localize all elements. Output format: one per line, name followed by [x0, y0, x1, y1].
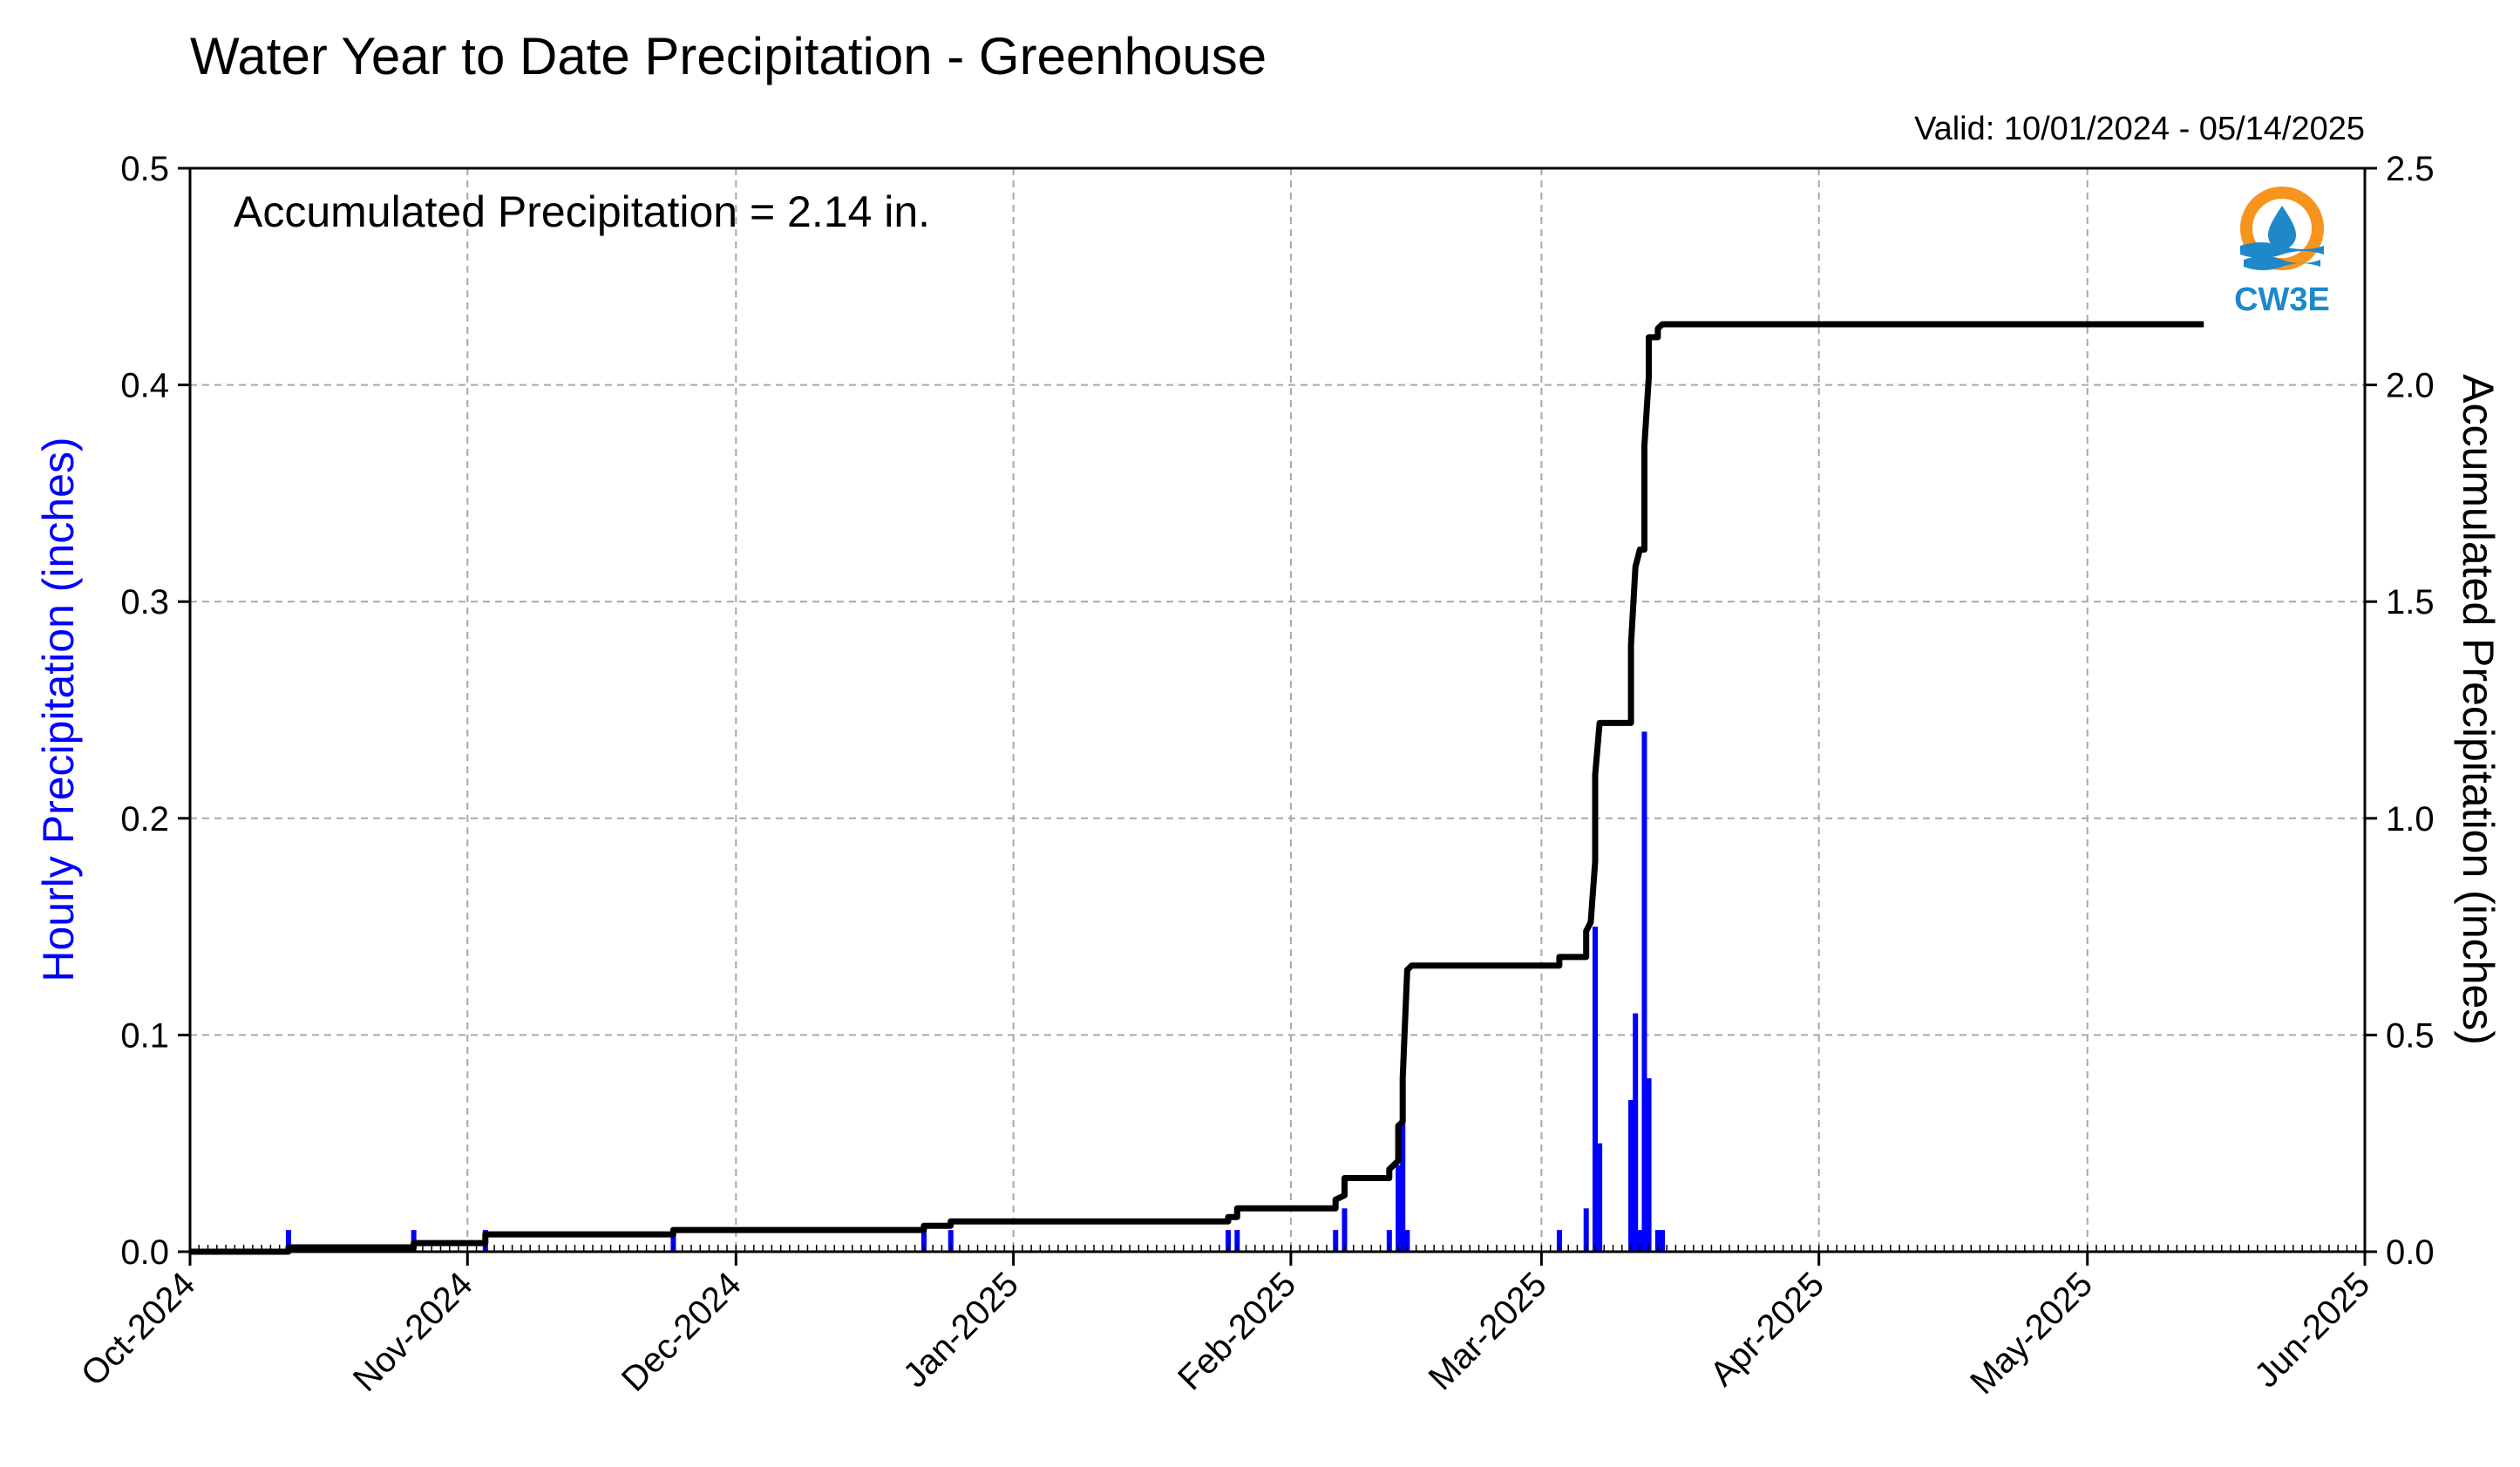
logo-drop-icon	[2268, 206, 2296, 249]
valid-date-range: Valid: 10/01/2024 - 05/14/2025	[1914, 111, 2365, 147]
logo-text: CW3E	[2234, 282, 2330, 318]
x-tick-label: Feb-2025	[1171, 1265, 1303, 1397]
hourly-bar	[1342, 1208, 1348, 1252]
y-right-tick-label: 2.0	[2386, 367, 2435, 405]
hourly-bar	[1633, 1013, 1639, 1252]
x-tick-label: Apr-2025	[1703, 1265, 1831, 1393]
axis-ticks: 0.0 0.1 0.2 0.3 0.4 0.5 0.0 0.5 1.0 1.5 2.0 2.5 Oct-…	[74, 150, 2435, 1402]
hourly-bar	[1234, 1230, 1240, 1252]
grid	[190, 168, 2365, 1252]
hourly-bar	[1646, 1078, 1652, 1252]
hourly-bar	[1597, 1143, 1603, 1252]
hourly-bar	[1400, 1121, 1406, 1252]
hourly-bar	[1660, 1230, 1666, 1252]
hourly-bar	[670, 1230, 676, 1252]
hourly-bar	[1583, 1208, 1589, 1252]
hourly-bar	[1404, 1230, 1410, 1252]
y-left-tick-label: 0.2	[120, 800, 169, 839]
y-right-tick-label: 1.5	[2386, 583, 2435, 621]
hourly-bar	[948, 1230, 954, 1252]
y-right-tick-label: 1.0	[2386, 800, 2435, 839]
y-left-tick-label: 0.3	[120, 583, 169, 621]
accumulated-line	[190, 321, 2204, 1255]
x-tick-label: Dec-2024	[615, 1265, 749, 1399]
y-right-tick-label: 0.5	[2386, 1016, 2435, 1055]
y-axis-left-label: Hourly Precipitation (inches)	[34, 437, 83, 981]
hourly-bar	[1333, 1230, 1339, 1252]
hourly-bar	[1386, 1230, 1392, 1252]
x-tick-label: Jan-2025	[896, 1265, 1026, 1395]
x-tick-label: Jun-2025	[2247, 1265, 2377, 1395]
hourly-bar	[1637, 1230, 1643, 1252]
x-tick-label: Nov-2024	[346, 1265, 480, 1399]
x-tick-label: Mar-2025	[1422, 1265, 1554, 1397]
hourly-bar	[1226, 1230, 1232, 1252]
y-right-tick-label: 2.5	[2386, 150, 2435, 188]
x-tick-label: Oct-2024	[74, 1265, 202, 1393]
hourly-bar	[920, 1230, 927, 1252]
y-left-tick-label: 0.0	[120, 1233, 169, 1272]
hourly-bar	[1654, 1230, 1661, 1252]
y-axis-right-label: Accumulated Precipitation (inches)	[2454, 374, 2503, 1045]
hourly-bar	[1628, 1099, 1634, 1252]
accumulated-annotation: Accumulated Precipitation = 2.14 in.	[234, 187, 930, 236]
hourly-bar	[1396, 1165, 1402, 1252]
y-left-tick-label: 0.4	[120, 367, 169, 405]
hourly-bars	[285, 731, 1666, 1252]
hourly-bar	[285, 1230, 291, 1252]
cw3e-logo: CW3E	[2234, 187, 2330, 318]
y-left-tick-label: 0.5	[120, 150, 169, 188]
y-left-tick-label: 0.1	[120, 1016, 169, 1055]
chart-title: Water Year to Date Precipitation - Green…	[190, 27, 1267, 85]
y-right-tick-label: 0.0	[2386, 1233, 2435, 1272]
hourly-bar	[1592, 927, 1598, 1252]
hourly-bar	[1641, 731, 1647, 1252]
hourly-bar	[1556, 1230, 1562, 1252]
x-tick-label: May-2025	[1963, 1265, 2100, 1402]
accumulated-line-group	[190, 321, 2204, 1255]
plot-frame	[188, 166, 2367, 1253]
logo-wave-icon	[2240, 242, 2324, 258]
